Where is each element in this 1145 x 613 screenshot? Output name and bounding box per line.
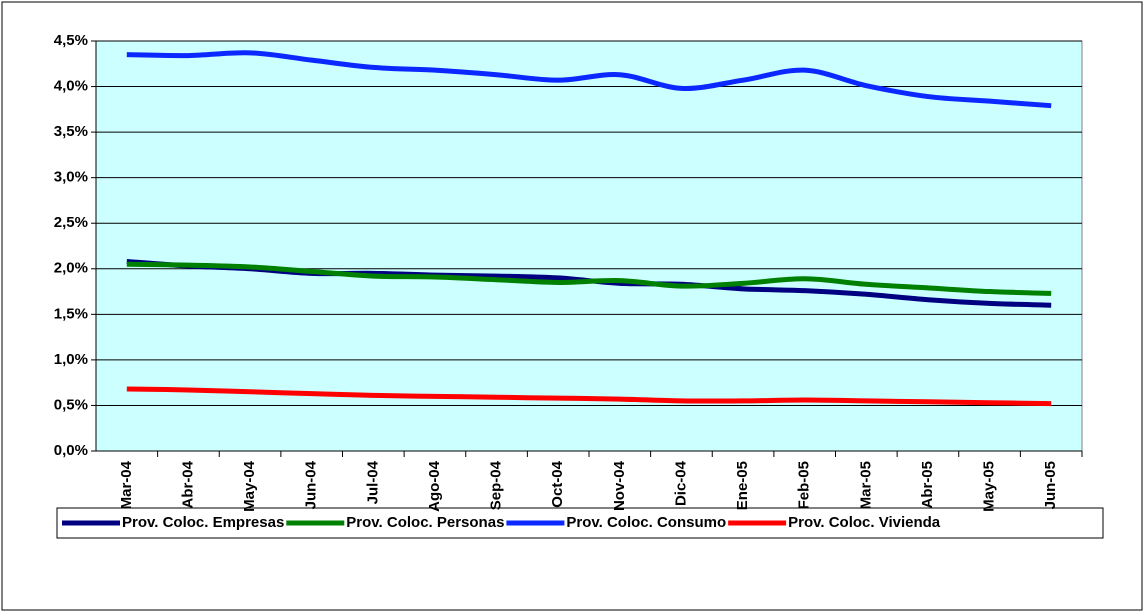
series-line bbox=[126, 50, 1052, 109]
x-tick-label: Ene-05 bbox=[734, 461, 751, 510]
x-tick-label: Abr-04 bbox=[179, 460, 196, 508]
y-tick-label: 0,0% bbox=[54, 442, 88, 459]
x-tick-label: Ago-04 bbox=[426, 460, 443, 511]
series-line bbox=[126, 386, 1052, 407]
y-tick-label: 4,5% bbox=[54, 32, 88, 49]
y-tick-label: 1,0% bbox=[54, 351, 88, 368]
x-tick-label: Mar-04 bbox=[118, 460, 135, 509]
y-tick-label: 3,5% bbox=[54, 123, 88, 140]
legend-label: Prov. Coloc. Consumo bbox=[566, 514, 726, 531]
y-tick-label: 2,5% bbox=[54, 214, 88, 231]
x-tick-label: Nov-04 bbox=[611, 460, 628, 511]
x-tick-label: May-05 bbox=[981, 461, 998, 512]
x-tick-label: May-04 bbox=[241, 460, 258, 512]
x-tick-label: Jun-04 bbox=[303, 460, 320, 509]
x-tick-label: Dic-04 bbox=[672, 460, 689, 506]
x-tick-label: Jul-04 bbox=[364, 460, 381, 504]
y-tick-label: 3,0% bbox=[54, 169, 88, 186]
y-tick-label: 0,5% bbox=[54, 396, 88, 413]
legend-label: Prov. Coloc. Personas bbox=[346, 514, 504, 531]
series-line bbox=[126, 261, 1052, 296]
y-tick-label: 1,5% bbox=[54, 305, 88, 322]
y-tick-label: 2,0% bbox=[54, 260, 88, 277]
legend-label: Prov. Coloc. Vivienda bbox=[788, 514, 941, 531]
x-tick-label: Abr-05 bbox=[919, 461, 936, 509]
legend-box bbox=[56, 507, 1104, 539]
x-tick-label: Mar-05 bbox=[857, 461, 874, 509]
x-tick-label: Sep-04 bbox=[488, 460, 505, 510]
plot-area bbox=[95, 40, 1083, 452]
x-tick-label: Jun-05 bbox=[1042, 461, 1059, 509]
y-tick-label: 4,0% bbox=[54, 78, 88, 95]
x-tick-label: Feb-05 bbox=[796, 461, 813, 509]
x-tick-label: Oct-04 bbox=[549, 460, 566, 507]
legend-label: Prov. Coloc. Empresas bbox=[122, 514, 284, 531]
